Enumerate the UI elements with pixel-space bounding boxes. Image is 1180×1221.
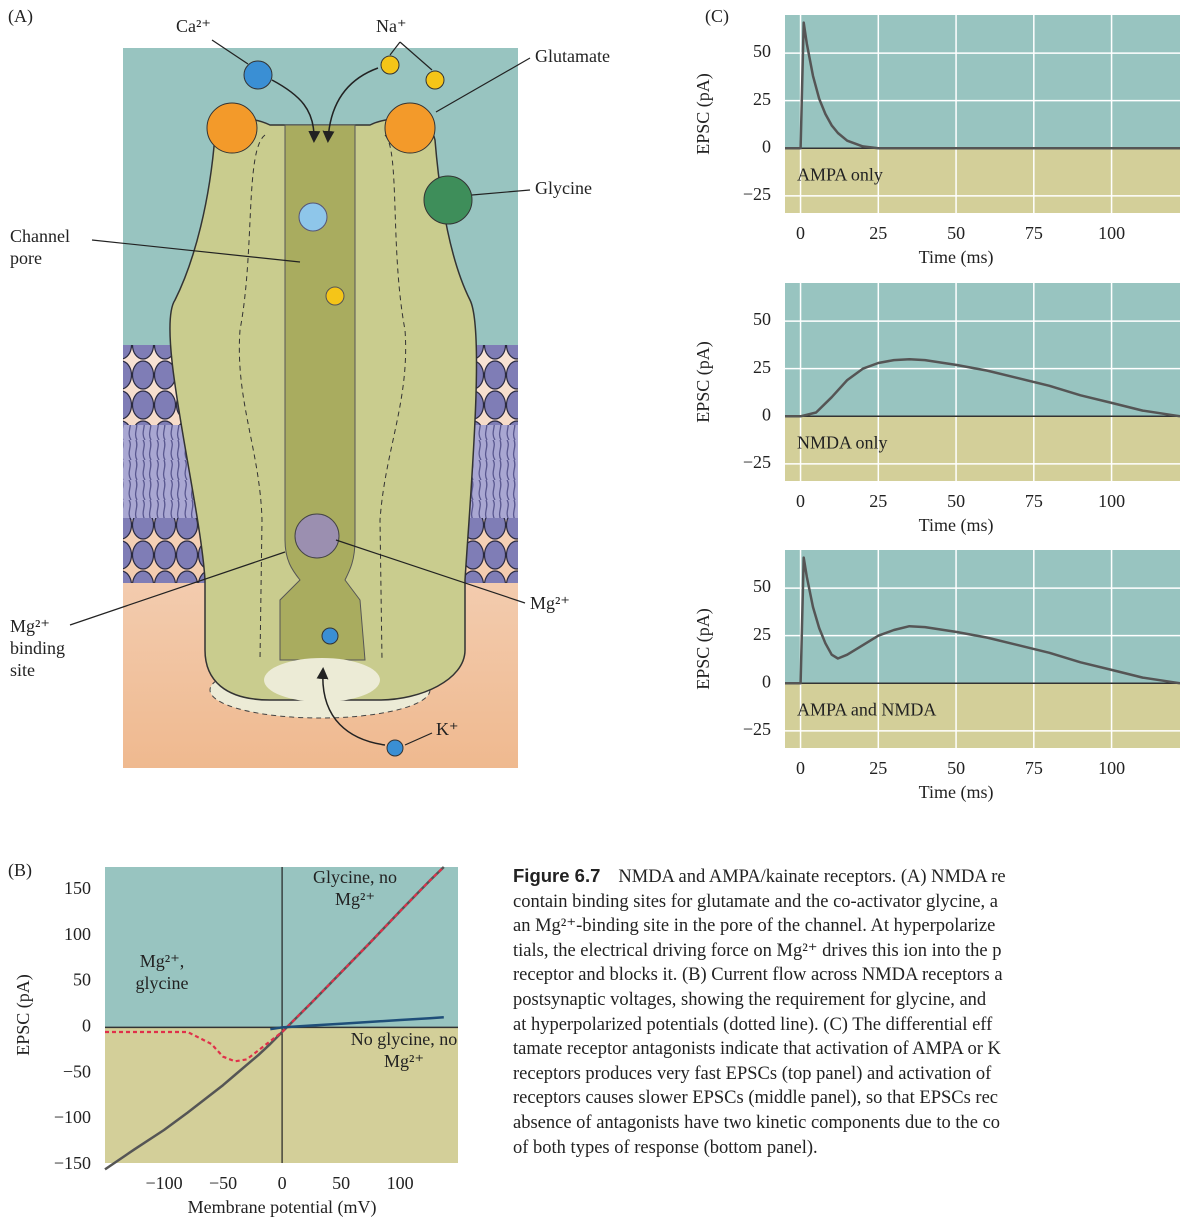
panel-label: (B) [8,860,32,881]
caption-line: absence of antagonists have two kinetic … [513,1111,1180,1136]
caption-line: tamate receptor antagonists indicate tha… [513,1037,1180,1062]
y-tick-label: −25 [743,719,771,739]
caption-line: of both types of response (bottom panel)… [513,1136,1180,1161]
y-axis-label: EPSC (pA) [693,73,714,155]
y-tick-label: 50 [753,576,771,596]
x-tick-label: 75 [1025,758,1043,778]
pore-bottom [264,658,380,702]
y-axis-label: EPSC (pA) [693,608,714,690]
y-tick-label: 0 [762,136,771,156]
y-tick-label: 25 [753,357,771,377]
page: Ca²⁺ Na⁺ Glutamate Glycine Mg²⁺ K⁺ (A) (… [0,0,1180,1221]
y-tick-label: −150 [54,1153,91,1173]
label-k: K⁺ [436,719,459,739]
label-glutamate: Glutamate [535,46,610,66]
caption-line: Figure 6.7 NMDA and AMPA/kainate receptor… [513,864,1180,890]
y-tick-label: −25 [743,452,771,472]
label-glycine: Glycine [535,178,592,198]
caption-line: at hyperpolarized potentials (dotted lin… [513,1013,1180,1038]
ion-ca [299,203,327,231]
y-tick-label: 0 [762,671,771,691]
panel-label: (A) [8,6,33,27]
x-tick-label: 50 [947,491,965,511]
x-axis-label: Time (ms) [919,515,994,536]
y-tick-label: 150 [64,878,91,898]
y-tick-label: 50 [753,309,771,329]
ion-na [381,56,399,74]
y-tick-label: −100 [54,1107,91,1127]
ion-na [326,287,344,305]
plot-upper [785,283,1180,416]
y-tick-label: −50 [63,1061,91,1081]
panel-label: (C) [705,6,729,27]
y-tick-label: 0 [82,1015,91,1035]
x-tick-label: 50 [947,223,965,243]
x-tick-label: 100 [387,1173,414,1193]
label-channel-pore: Channel pore [10,225,90,269]
x-tick-label: 25 [869,491,887,511]
y-tick-label: −25 [743,184,771,204]
caption-line: receptor and blocks it. (B) Current flow… [513,963,1180,988]
caption-line: receptors produces very fast EPSCs (top … [513,1062,1180,1087]
x-tick-label: 25 [869,223,887,243]
ion-ca [244,61,272,89]
glycine [424,176,472,224]
x-tick-label: 0 [796,491,805,511]
y-axis-label: EPSC (pA) [693,341,714,423]
caption-line: postsynaptic voltages, showing the requi… [513,988,1180,1013]
series-label: Glycine, no Mg²⁺ [300,866,410,910]
annotation: NMDA only [797,432,888,452]
x-axis-label: Membrane potential (mV) [188,1197,377,1218]
x-tick-label: 0 [796,758,805,778]
x-tick-label: 100 [1098,491,1125,511]
x-tick-label: 0 [796,223,805,243]
y-tick-label: 25 [753,624,771,644]
x-axis-label: Time (ms) [919,782,994,803]
x-tick-label: −50 [209,1173,237,1193]
diagram: Ca²⁺ Na⁺ Glutamate Glycine Mg²⁺ K⁺ [70,16,610,768]
caption-line: tials, the electrical driving force on M… [513,939,1180,964]
caption: Figure 6.7 NMDA and AMPA/kainate receptor… [513,864,1180,1160]
annotation: AMPA and NMDA [797,699,936,719]
ion-k [387,740,403,756]
label-mg-binding-site: Mg²⁺ binding site [10,615,85,681]
x-tick-label: 50 [332,1173,350,1193]
ion-mg [295,514,339,558]
x-tick-label: 75 [1025,223,1043,243]
label-na: Na⁺ [376,16,407,36]
x-tick-label: 50 [947,758,965,778]
caption-line: receptors causes slower EPSCs (middle pa… [513,1086,1180,1111]
ion-k [322,628,338,644]
x-tick-label: 75 [1025,491,1043,511]
x-tick-label: 0 [278,1173,287,1193]
x-axis-label: Time (ms) [919,247,994,268]
series-label: No glycine, no Mg²⁺ [344,1028,464,1072]
x-tick-label: 25 [869,758,887,778]
label-mg: Mg²⁺ [530,593,570,613]
caption-line: an Mg²⁺-binding site in the pore of the … [513,914,1180,939]
caption-text: NMDA and AMPA/kainate receptors. (A) NMD… [618,867,1005,887]
y-tick-label: 25 [753,89,771,109]
label-ca: Ca²⁺ [176,16,211,36]
y-tick-label: 100 [64,924,91,944]
glutamate [207,103,257,153]
x-tick-label: 100 [1098,758,1125,778]
y-tick-label: 0 [762,404,771,424]
y-tick-label: 50 [73,970,91,990]
x-tick-label: −100 [145,1173,182,1193]
series-label: Mg²⁺, glycine [117,950,207,994]
caption-line: contain binding sites for glutamate and … [513,890,1180,915]
y-axis-label: EPSC (pA) [13,974,34,1056]
caption-label: Figure 6.7 [513,865,600,886]
plot-upper [785,15,1180,148]
x-tick-label: 100 [1098,223,1125,243]
y-tick-label: 50 [753,41,771,61]
annotation: AMPA only [797,164,883,184]
ion-na [426,71,444,89]
glutamate [385,103,435,153]
plot-upper [785,550,1180,683]
